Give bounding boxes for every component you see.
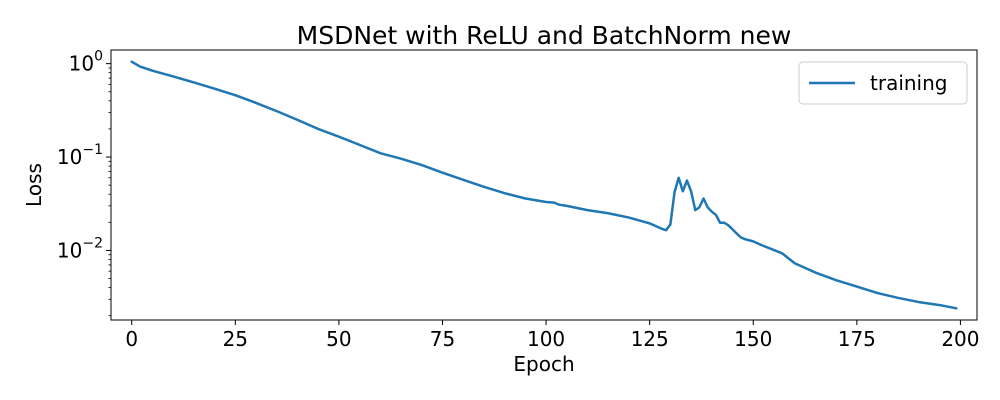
x-tick-label: 75 (430, 327, 455, 351)
legend: training (798, 61, 968, 105)
y-axis-label: Loss (22, 163, 46, 207)
legend-label: training (870, 71, 947, 95)
x-tick-label: 175 (838, 327, 876, 351)
x-tick-label: 150 (734, 327, 772, 351)
x-tick-label: 0 (125, 327, 138, 351)
plot-area (130, 60, 958, 310)
y-tick-label: 10−1 (57, 142, 103, 169)
x-axis-label: Epoch (513, 352, 574, 376)
x-tick-label: 25 (223, 327, 248, 351)
x-tick-label: 100 (527, 327, 565, 351)
y-tick-label: 100 (69, 49, 103, 76)
x-tick-label: 125 (631, 327, 669, 351)
y-tick-label: 10−2 (57, 235, 103, 262)
legend-box (798, 61, 968, 105)
x-tick-label: 50 (326, 327, 351, 351)
axes: 0 25 50 75 100 125 150 175 200 100 10−1 10−2 (57, 49, 980, 351)
chart-title: MSDNet with ReLU and BatchNorm new (297, 21, 792, 50)
x-tick-label: 200 (941, 327, 979, 351)
series-line-training (130, 60, 958, 310)
